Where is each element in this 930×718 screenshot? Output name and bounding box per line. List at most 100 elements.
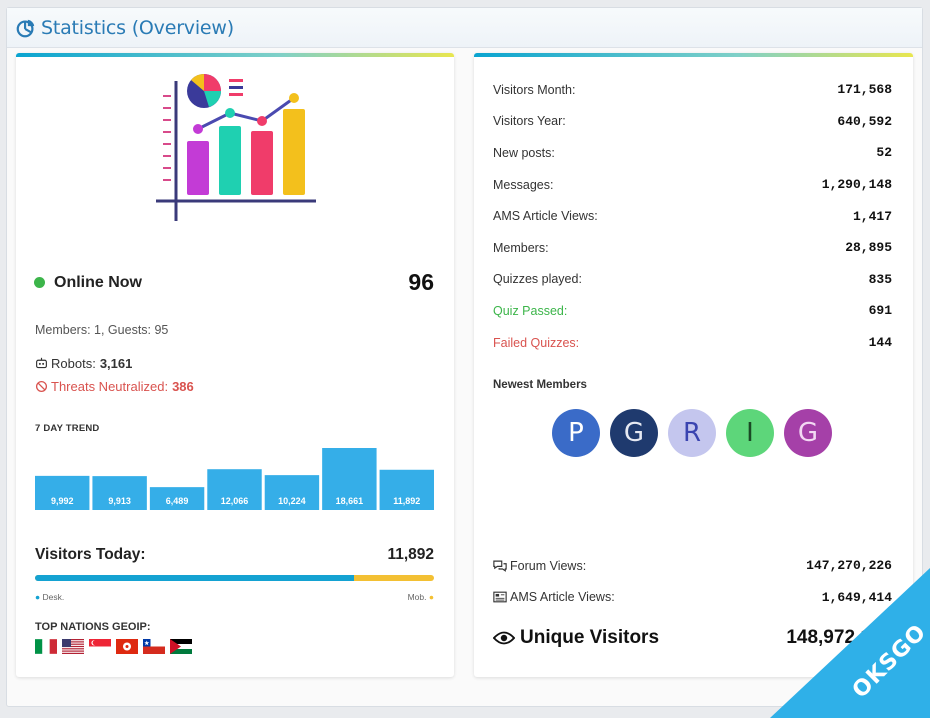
singapore-flag-icon — [89, 639, 111, 654]
stat-value: 144 — [868, 335, 892, 351]
top-nations-flags — [35, 639, 192, 654]
online-card: Online Now 96 Members: 1, Guests: 95 Rob… — [16, 53, 454, 677]
member-avatar[interactable]: R — [668, 409, 716, 457]
mobile-legend: Mob. ● — [407, 592, 434, 602]
seven-day-trend-chart: 9,992 9,913 6,489 12,066 10,224 18,661 11,892 — [35, 448, 434, 510]
visitors-today-row: Visitors Today: 11,892 — [35, 546, 434, 564]
trend-bar-label-1: 9,992 — [51, 496, 74, 506]
member-avatar[interactable]: G — [784, 409, 832, 457]
trend-bar-2 — [92, 476, 147, 510]
trend-bar-label-3: 6,489 — [166, 496, 189, 506]
stat-row: Quiz Passed: 691 — [493, 295, 892, 327]
statistics-list: Visitors Month: 171,568 Visitors Year: 640,… — [493, 74, 892, 358]
stat-label: Messages: — [493, 177, 554, 192]
member-avatar[interactable]: G — [610, 409, 658, 457]
stat-value: 691 — [868, 303, 892, 319]
online-now-label: Online Now — [54, 273, 142, 291]
online-now-row: Online Now 96 — [34, 269, 434, 296]
stat-value: 835 — [868, 271, 892, 287]
stat-label: Quiz Passed: — [493, 303, 568, 318]
hong-kong-flag-icon — [116, 639, 138, 654]
newspaper-icon — [493, 592, 507, 603]
ban-icon — [35, 380, 48, 393]
robots-row: Robots: 3,161 — [35, 356, 132, 371]
device-split-bar — [35, 575, 434, 581]
unique-visitors-label: Unique Visitors — [520, 627, 660, 648]
member-avatar[interactable]: P — [552, 409, 600, 457]
statistics-illustration — [156, 73, 316, 221]
stat-value: 1,417 — [852, 208, 892, 224]
trend-bar-label-7: 11,892 — [393, 496, 420, 506]
newest-members-title: Newest Members — [493, 379, 587, 391]
stat-value: 28,895 — [845, 240, 892, 256]
trend-bar-label-4: 12,066 — [221, 496, 249, 506]
ams-article-views-label: AMS Article Views: — [510, 590, 615, 605]
italy-flag-icon — [35, 639, 57, 654]
visitors-today-value: 11,892 — [387, 546, 434, 563]
stat-row: Members: 28,895 — [493, 232, 892, 264]
stat-row: AMS Article Views: 1,417 — [493, 200, 892, 232]
trend-bar-label-5: 10,224 — [278, 496, 306, 506]
online-status-dot — [34, 277, 45, 288]
trend-bar-label-2: 9,913 — [108, 496, 131, 506]
unique-visitors-row: Unique Visitors 148,972,148 — [493, 627, 892, 649]
device-legend: ● Desk. Mob. ● — [35, 592, 434, 602]
top-nations-title: TOP NATIONS GEOIP: — [35, 621, 151, 633]
members-guests-text: Members: 1, Guests: 95 — [35, 323, 169, 337]
chile-flag-icon — [143, 639, 165, 654]
member-avatar[interactable]: I — [726, 409, 774, 457]
online-now-count: 96 — [408, 269, 434, 295]
stat-row: Messages: 1,290,148 — [493, 169, 892, 201]
threats-value: 386 — [172, 379, 194, 394]
stat-label: Visitors Year: — [493, 114, 566, 129]
visitors-today-label: Visitors Today: — [35, 546, 146, 563]
comments-icon — [493, 560, 507, 573]
forum-views-value: 147,270,226 — [806, 558, 892, 574]
views-list: Forum Views: 147,270,226 AMS Article Vie… — [493, 550, 892, 613]
trend-bar-label-6: 18,661 — [336, 496, 364, 506]
jordan-flag-icon — [170, 639, 192, 654]
trend-bar-7 — [379, 469, 434, 510]
stat-label: Members: — [493, 240, 549, 255]
ams-article-views-row: AMS Article Views: 1,649,414 — [493, 582, 892, 614]
stat-value: 171,568 — [837, 82, 892, 98]
ams-article-views-value: 1,649,414 — [821, 589, 892, 605]
statistics-card: Visitors Month: 171,568 Visitors Year: 640,… — [474, 53, 913, 677]
stat-row: Visitors Month: 171,568 — [493, 74, 892, 106]
trend-title: 7 DAY TREND — [35, 423, 100, 434]
statistics-widget: Statistics (Overview) — [6, 7, 923, 707]
trend-bar-6 — [322, 448, 377, 510]
desktop-share-fill — [35, 575, 355, 581]
threats-row: Threats Neutralized: 386 — [35, 379, 194, 394]
stat-value: 1,290,148 — [821, 177, 892, 193]
robot-icon — [36, 357, 47, 369]
stat-row: Visitors Year: 640,592 — [493, 106, 892, 138]
widget-title: Statistics (Overview) — [41, 16, 234, 39]
card-accent-bar — [474, 53, 913, 57]
threats-label: Threats Neutralized: — [51, 379, 169, 394]
desktop-legend: ● Desk. — [35, 592, 65, 602]
stat-value: 640,592 — [837, 113, 892, 129]
stat-label: AMS Article Views: — [493, 209, 598, 224]
widget-header: Statistics (Overview) — [7, 8, 922, 48]
stat-value: 52 — [876, 145, 892, 161]
card-accent-bar — [16, 53, 454, 57]
pie-chart-icon — [16, 19, 35, 37]
stat-label: Quizzes played: — [493, 272, 582, 287]
eye-icon — [493, 631, 515, 645]
trend-bar-1 — [35, 475, 90, 510]
stat-label: Failed Quizzes: — [493, 335, 580, 350]
stat-row: New posts: 52 — [493, 137, 892, 169]
robots-label: Robots: — [51, 356, 96, 371]
trend-bar-4 — [207, 469, 262, 510]
stat-label: New posts: — [493, 145, 555, 160]
forum-views-label: Forum Views: — [510, 558, 587, 573]
stat-row: Failed Quizzes: 144 — [493, 327, 892, 359]
trend-bar-5 — [264, 475, 320, 510]
forum-views-row: Forum Views: 147,270,226 — [493, 550, 892, 582]
stat-label: Visitors Month: — [493, 82, 576, 97]
stat-row: Quizzes played: 835 — [493, 264, 892, 296]
robots-value: 3,161 — [99, 356, 133, 371]
unique-visitors-value: 148,972,148 — [786, 627, 892, 648]
